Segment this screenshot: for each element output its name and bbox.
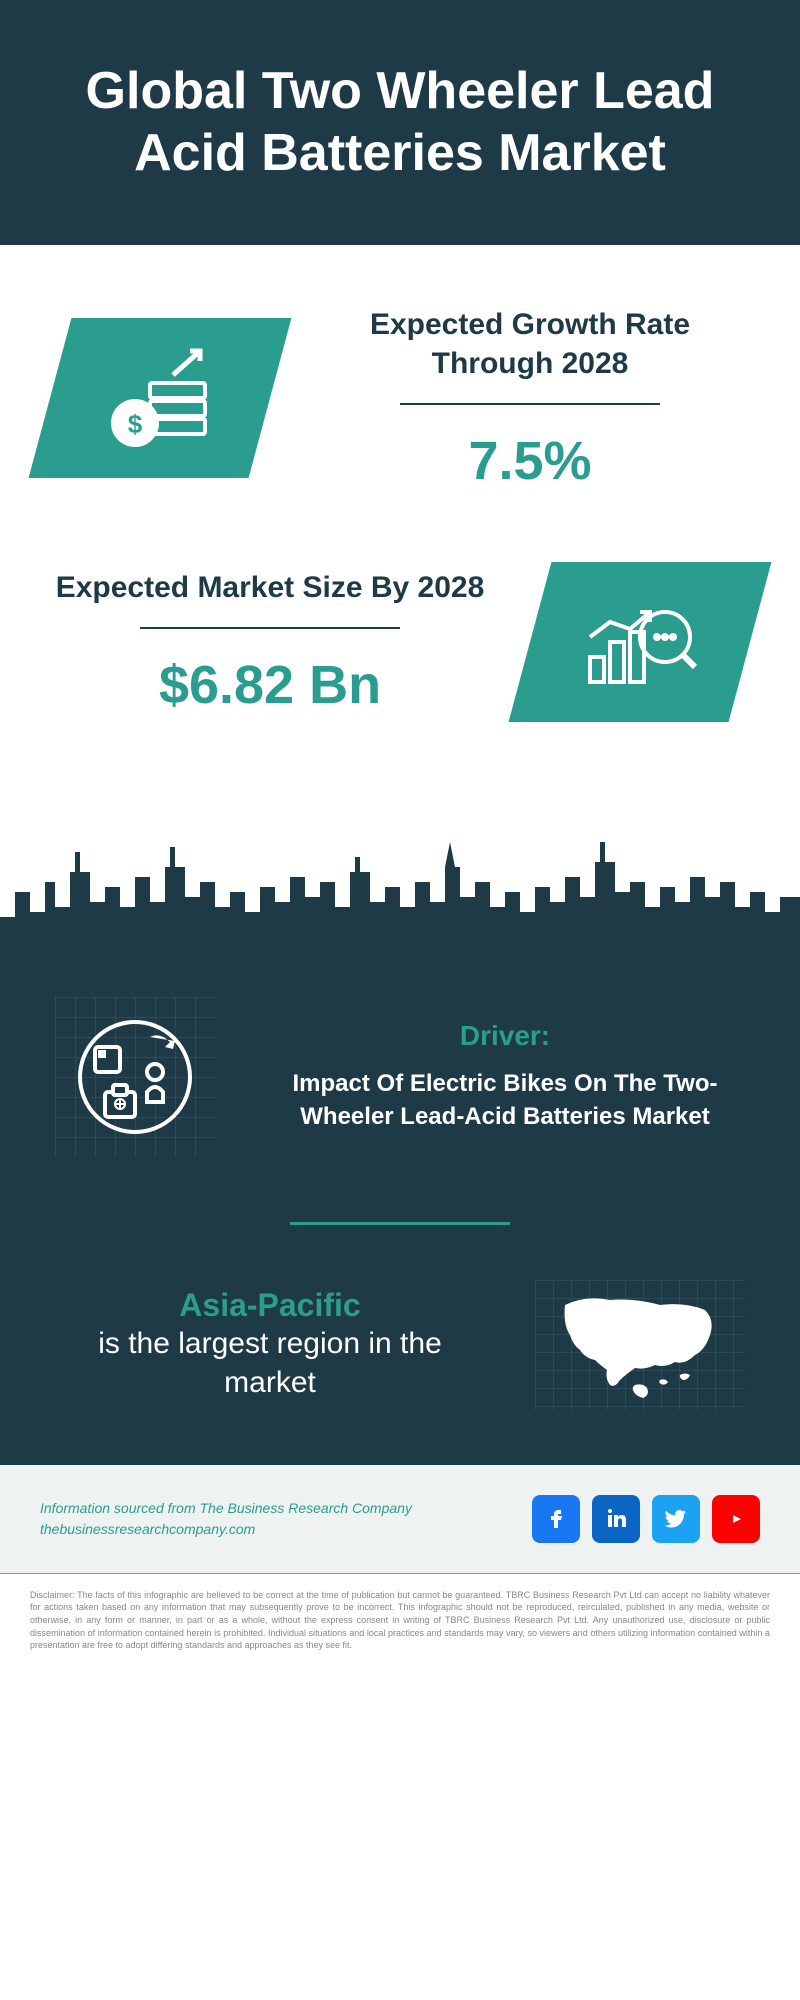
driver-icon-box [50,992,220,1162]
dark-section: Driver: Impact Of Electric Bikes On The … [0,952,800,1465]
twitter-icon[interactable] [652,1495,700,1543]
disclaimer-section: Disclaimer: The facts of this infographi… [0,1573,800,1667]
footer-source: Information sourced from The Business Re… [40,1498,412,1540]
header: Global Two Wheeler Lead Acid Batteries M… [0,0,800,245]
driver-text: Driver: Impact Of Electric Bikes On The … [260,1020,750,1134]
stats-section: $ Expected Growth Rate Through 2028 7.5% [0,245,800,832]
market-size-icon-box [509,562,772,722]
money-growth-icon: $ [95,343,225,453]
svg-text:$: $ [128,409,143,439]
source-line-2: thebusinessresearchcompany.com [40,1519,412,1540]
region-row: Asia-Pacific is the largest region in th… [50,1275,750,1415]
driver-row: Driver: Impact Of Electric Bikes On The … [50,992,750,1162]
linkedin-icon[interactable] [592,1495,640,1543]
disclaimer-text: Disclaimer: The facts of this infographi… [30,1589,770,1652]
social-icons [532,1495,760,1543]
driver-label: Driver: [260,1020,750,1052]
source-line-1: Information sourced from The Business Re… [40,1498,412,1519]
chart-analysis-icon [575,587,705,697]
region-highlight: Asia-Pacific [50,1287,490,1324]
growth-rate-value: 7.5% [310,430,750,492]
driver-description: Impact Of Electric Bikes On The Two-Whee… [260,1067,750,1134]
facebook-icon[interactable] [532,1495,580,1543]
circular-network-icon [55,997,215,1157]
skyline-silhouette-icon [0,832,800,952]
divider [140,627,400,629]
growth-rate-row: $ Expected Growth Rate Through 2028 7.5% [50,305,750,492]
youtube-icon[interactable] [712,1495,760,1543]
page-title: Global Two Wheeler Lead Acid Batteries M… [40,60,760,185]
region-text: Asia-Pacific is the largest region in th… [50,1287,490,1402]
market-size-text: Expected Market Size By 2028 $6.82 Bn [50,568,490,716]
region-divider [290,1222,510,1225]
market-size-label: Expected Market Size By 2028 [50,568,490,607]
divider [400,403,660,405]
growth-rate-text: Expected Growth Rate Through 2028 7.5% [310,305,750,492]
growth-rate-icon-box: $ [29,318,292,478]
asia-map-icon [535,1280,745,1410]
growth-rate-label: Expected Growth Rate Through 2028 [310,305,750,383]
market-size-value: $6.82 Bn [50,654,490,716]
market-size-row: Expected Market Size By 2028 $6.82 Bn [50,562,750,722]
footer-section: Information sourced from The Business Re… [0,1465,800,1573]
map-box [530,1275,750,1415]
skyline-section [0,832,800,952]
region-subtext: is the largest region in the market [50,1324,490,1402]
